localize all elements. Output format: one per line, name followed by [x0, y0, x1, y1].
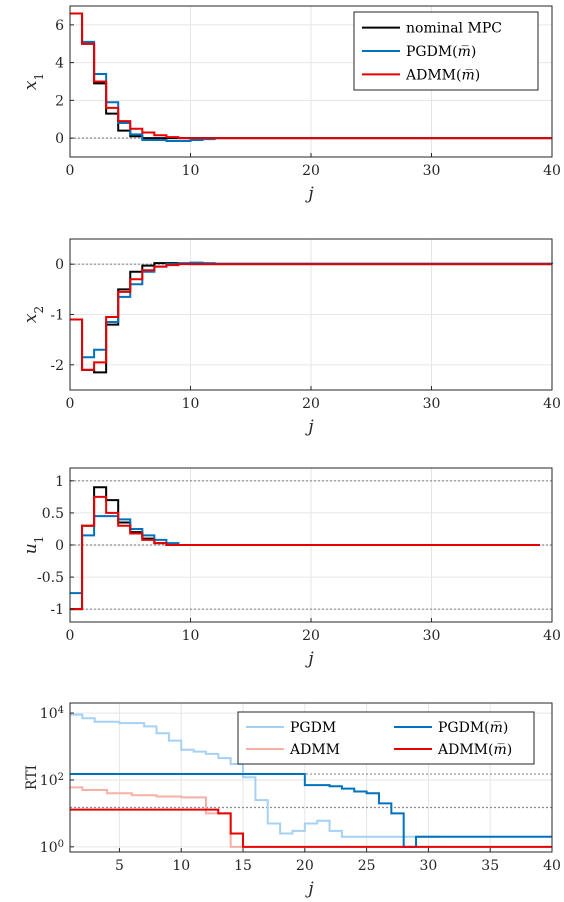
- y-axis-label: RTI: [24, 765, 40, 790]
- series-line-2: [70, 261, 553, 359]
- x-tick-label: 15: [234, 858, 252, 874]
- x-tick-label: 35: [481, 858, 499, 874]
- x-tick-label: 40: [543, 628, 561, 644]
- x-tick-label: 40: [543, 163, 561, 179]
- plot-frame: [69, 702, 553, 853]
- y-axis-label: x1: [21, 73, 46, 90]
- y-tick-label: 100: [40, 838, 64, 856]
- chart-panel-3: 0 10 20 30 40 -1 -0.5 0 0.5 1 j u1: [21, 467, 561, 669]
- x-tick-label: 0: [66, 628, 75, 644]
- y-tick-label: 1: [55, 474, 64, 490]
- series-line-2: [70, 515, 540, 595]
- y-tick-label: 0: [55, 257, 64, 273]
- x-tick-label: 30: [419, 858, 437, 874]
- x-tick-label: 5: [115, 858, 124, 874]
- x-tick-label: 30: [423, 628, 441, 644]
- x-tick-label: 20: [302, 396, 320, 412]
- y-tick-label: 4: [55, 56, 64, 72]
- legend-label-4: ADMM(m̅): [437, 742, 512, 758]
- chart-panel-1: 0 10 20 30 40 0 2 4 6 j x1 nominal MPC PGDM(m̅) ADMM(…: [21, 5, 561, 204]
- x-tick-label: 10: [172, 858, 190, 874]
- y-tick-label: -0.5: [37, 570, 64, 586]
- legend-label-1: PGDM: [290, 720, 336, 736]
- series-line-4: [70, 808, 552, 848]
- x-tick-label: 20: [296, 858, 314, 874]
- y-tick-label: 0: [55, 538, 64, 554]
- legend-label-2: PGDM(m̅): [406, 44, 476, 60]
- x-tick-label: 30: [423, 396, 441, 412]
- x-axis-label: j: [304, 879, 314, 899]
- y-tick-label: 104: [40, 705, 64, 723]
- y-tick-label: -1: [50, 308, 64, 324]
- x-axis-label: j: [304, 649, 314, 669]
- x-tick-label: 20: [302, 163, 320, 179]
- x-tick-label: 40: [543, 396, 561, 412]
- y-tick-label: 102: [40, 771, 64, 789]
- legend-label-3: PGDM(m̅): [438, 720, 508, 736]
- legend-box: [237, 711, 535, 765]
- y-tick-label: 0: [55, 131, 64, 147]
- y-tick-label: -2: [50, 358, 64, 374]
- chart-panel-2: 0 10 20 30 40 -2 -1 0 j x2: [21, 238, 561, 437]
- y-tick-label: -1: [50, 602, 64, 618]
- series-line-3: [70, 263, 552, 371]
- x-tick-label: 40: [543, 858, 561, 874]
- y-axis-label: x2: [21, 306, 46, 323]
- series-line-1: [70, 486, 540, 611]
- legend: nominal MPC PGDM(m̅) ADMM(m̅): [353, 11, 539, 91]
- y-tick-label: 2: [55, 93, 64, 109]
- y-tick-label: 0.5: [42, 506, 64, 522]
- legend-label-3: ADMM(m̅): [405, 67, 480, 83]
- series-line-3: [70, 495, 540, 611]
- series-line-3: [70, 12, 552, 140]
- x-axis-label: j: [304, 184, 314, 204]
- series-line-3: [70, 773, 552, 848]
- x-tick-label: 30: [423, 163, 441, 179]
- y-tick-label: 6: [55, 18, 64, 34]
- x-tick-label: 0: [66, 163, 75, 179]
- legend-label-2: ADMM: [289, 742, 340, 758]
- x-tick-label: 0: [66, 396, 75, 412]
- legend-label-1: nominal MPC: [406, 21, 502, 37]
- x-tick-label: 20: [302, 628, 320, 644]
- y-axis-label: u1: [21, 536, 46, 555]
- x-tick-label: 10: [182, 628, 200, 644]
- x-tick-label: 10: [182, 163, 200, 179]
- series-line-2: [70, 786, 244, 848]
- chart-panel-4: 5 10 15 20 25 30 35 40100102104jRTIPGDMADMMPGDM…: [24, 702, 561, 899]
- legend: PGDM ADMM PGDM(m̅) ADMM(m̅): [237, 711, 535, 765]
- series-line-1: [70, 713, 441, 838]
- x-axis-label: j: [304, 417, 314, 437]
- x-tick-label: 10: [182, 396, 200, 412]
- x-tick-label: 25: [358, 858, 376, 874]
